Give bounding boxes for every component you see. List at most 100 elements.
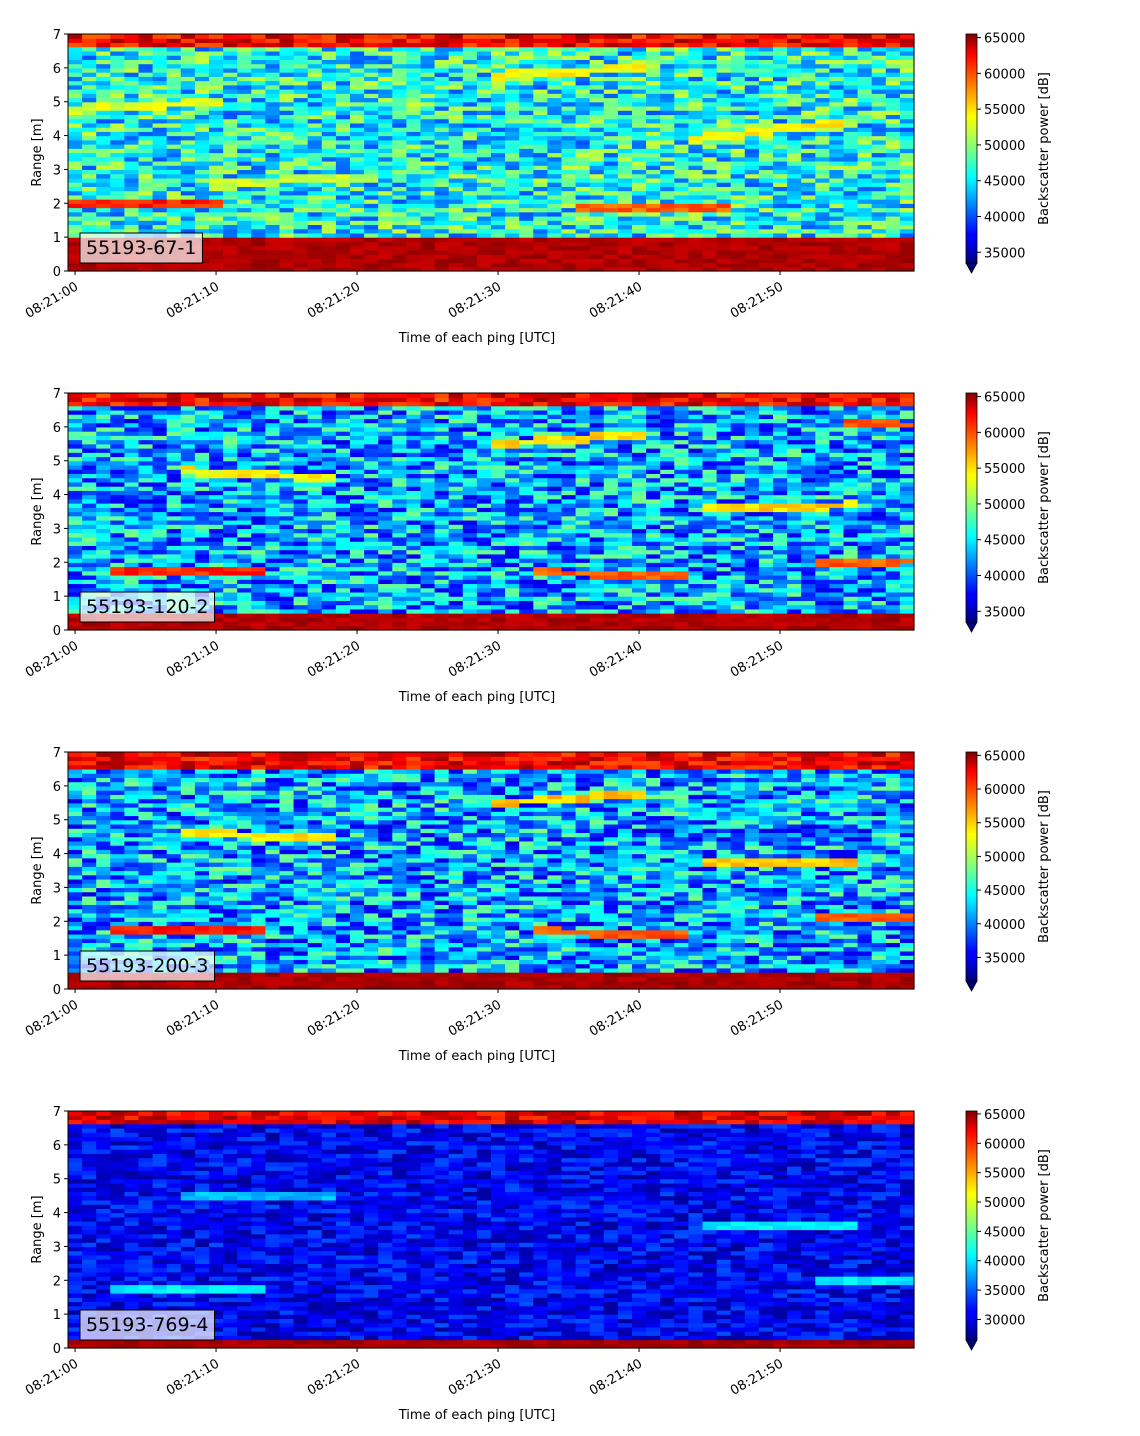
heatmap-cell [194, 439, 210, 445]
heatmap-cell [406, 422, 422, 428]
heatmap-cell [96, 579, 111, 585]
heatmap-cell [307, 439, 323, 445]
heatmap-cell [801, 224, 816, 230]
heatmap-cell [307, 393, 323, 398]
heatmap-cell [82, 566, 97, 572]
heatmap-cell [575, 131, 591, 137]
heatmap-cell [843, 165, 859, 171]
heatmap-cell [180, 574, 196, 580]
heatmap-cell [265, 613, 281, 618]
heatmap-cell [575, 110, 591, 116]
heatmap-cell [321, 401, 337, 407]
heatmap-cell [293, 50, 309, 56]
heatmap-cell [406, 439, 422, 445]
heatmap-cell [448, 511, 464, 517]
heatmap-cell [392, 397, 407, 403]
heatmap-cell [124, 456, 140, 462]
heatmap-cell [152, 139, 168, 145]
heatmap-cell [547, 131, 563, 137]
heatmap-cell [462, 587, 478, 593]
heatmap-cell [787, 59, 802, 65]
heatmap-cell [406, 165, 422, 171]
heatmap-cell [96, 515, 111, 521]
heatmap-cell [223, 59, 238, 65]
heatmap-cell [434, 182, 450, 187]
heatmap-cell [730, 118, 746, 124]
heatmap-cell [364, 186, 379, 192]
heatmap-cell [448, 532, 464, 538]
heatmap-cell [251, 583, 266, 589]
heatmap-cell [448, 46, 464, 52]
heatmap-cell [448, 190, 464, 196]
heatmap-cell [674, 93, 689, 99]
heatmap-cell [82, 448, 97, 453]
heatmap-cell [138, 156, 154, 162]
heatmap-cell [533, 127, 548, 132]
heatmap-cell [829, 266, 845, 272]
heatmap-cell [364, 469, 379, 475]
heatmap-cell [138, 414, 154, 419]
heatmap-cell [307, 211, 323, 217]
heatmap-cell [378, 473, 393, 479]
heatmap-cell [223, 545, 238, 551]
heatmap-cell [350, 84, 365, 90]
heatmap-cell [730, 160, 746, 166]
heatmap-cell [350, 232, 365, 238]
heatmap-cell [68, 587, 83, 593]
heatmap-cell [434, 604, 450, 610]
heatmap-cell [899, 177, 915, 183]
heatmap-cell [646, 194, 661, 200]
heatmap-cell [617, 186, 633, 192]
heatmap-cell [166, 34, 182, 39]
heatmap-cell [406, 477, 422, 483]
heatmap-cell [293, 545, 309, 551]
heatmap-cell [674, 131, 689, 137]
heatmap-cell [194, 401, 210, 407]
heatmap-cell [843, 114, 859, 120]
heatmap-cell [223, 262, 238, 268]
heatmap-cell [350, 536, 365, 542]
heatmap-cell [857, 152, 873, 158]
heatmap-cell [180, 46, 196, 52]
heatmap-cell [82, 524, 97, 530]
heatmap-cell [716, 46, 732, 52]
heatmap-cell [82, 418, 97, 424]
heatmap-cell [533, 194, 548, 200]
heatmap-cell [237, 532, 252, 538]
heatmap-cell [251, 114, 266, 120]
heatmap-cell [491, 232, 506, 238]
heatmap-cell [801, 110, 816, 116]
heatmap-cell [899, 156, 915, 162]
heatmap-cell [730, 258, 746, 264]
heatmap-cell [138, 401, 154, 407]
heatmap-cell [885, 266, 901, 272]
heatmap-cell [180, 469, 196, 475]
heatmap-cell [124, 519, 140, 525]
heatmap-cell [448, 426, 464, 432]
heatmap-cell [702, 194, 718, 200]
heatmap-cell [589, 46, 605, 52]
heatmap-cell [293, 211, 309, 217]
heatmap-cell [491, 93, 506, 99]
heatmap-cell [194, 490, 210, 496]
heatmap-cell [702, 156, 718, 162]
heatmap-cell [82, 464, 97, 470]
heatmap-cell [448, 617, 464, 623]
heatmap-cell [575, 59, 591, 65]
heatmap-cell [265, 541, 281, 546]
heatmap-cell [152, 182, 168, 187]
heatmap-cell [885, 63, 901, 69]
heatmap-cell [547, 232, 563, 238]
heatmap-cell [406, 401, 422, 407]
heatmap-cell [82, 127, 97, 132]
heatmap-cell [265, 545, 281, 551]
heatmap-cell [166, 511, 182, 517]
heatmap-cell [392, 490, 407, 496]
heatmap-cell [561, 105, 577, 111]
heatmap-cell [378, 600, 393, 606]
heatmap-cell [871, 80, 887, 86]
heatmap-cell [561, 93, 577, 99]
heatmap-cell [603, 160, 619, 166]
heatmap-cell [152, 38, 168, 44]
heatmap-cell [448, 490, 464, 496]
